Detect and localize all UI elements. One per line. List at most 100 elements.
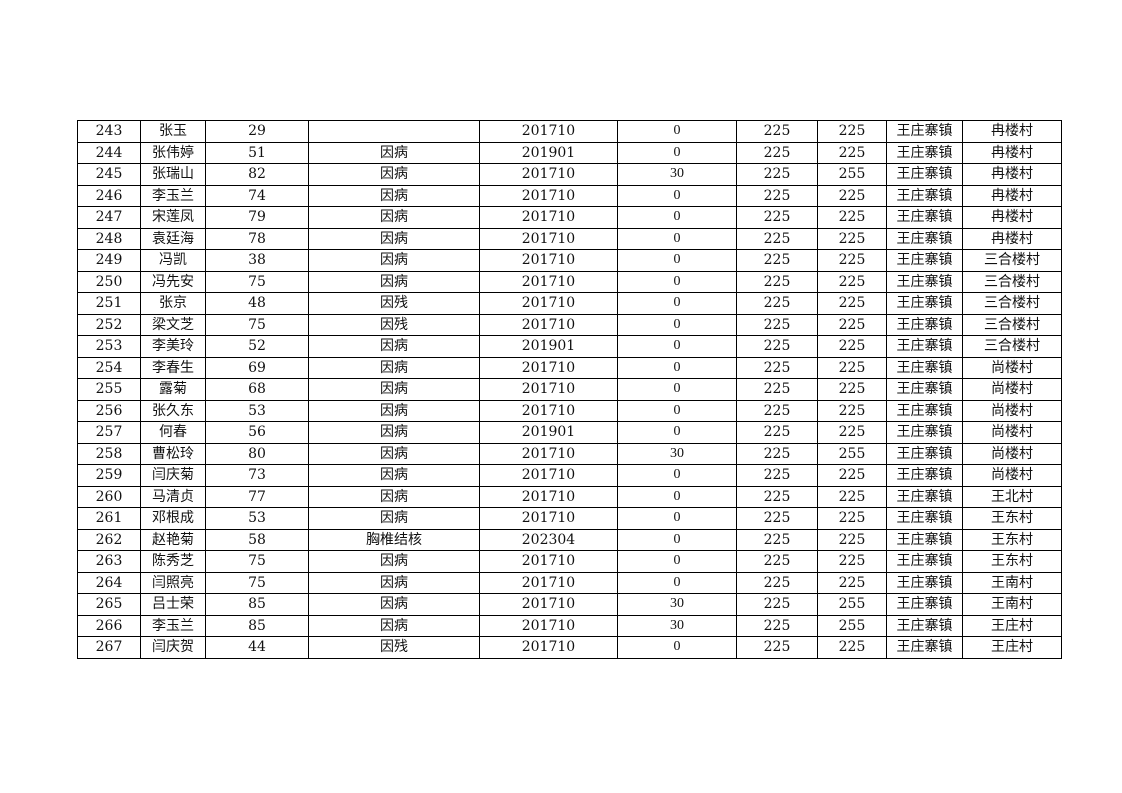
cell-base-amount: 225 [736,507,818,530]
cell-base-amount: 225 [736,163,818,186]
cell-index: 262 [77,528,141,551]
cell-extra: 0 [617,313,737,336]
cell-start-date: 201710 [479,507,618,530]
cell-base-amount: 225 [736,292,818,315]
cell-reason: 因病 [308,614,480,637]
cell-total: 225 [817,550,887,573]
cell-village: 三合楼村 [962,313,1062,336]
cell-age: 48 [205,292,309,315]
cell-start-date: 201710 [479,442,618,465]
cell-start-date: 201710 [479,249,618,272]
cell-extra: 0 [617,571,737,594]
cell-village: 尚楼村 [962,356,1062,379]
cell-index: 256 [77,399,141,422]
cell-base-amount: 225 [736,614,818,637]
cell-start-date: 201901 [479,141,618,164]
cell-town: 王庄寨镇 [886,507,963,530]
cell-start-date: 201710 [479,378,618,401]
cell-index: 257 [77,421,141,444]
cell-age: 38 [205,249,309,272]
cell-age: 53 [205,399,309,422]
cell-reason: 因病 [308,227,480,250]
cell-total: 225 [817,571,887,594]
cell-age: 52 [205,335,309,358]
cell-total: 225 [817,313,887,336]
cell-index: 251 [77,292,141,315]
cell-village: 冉楼村 [962,227,1062,250]
table-row: 250 冯先安 75 因病 201710 0 225 225 王庄寨镇 三合楼村 [77,270,1062,293]
cell-town: 王庄寨镇 [886,571,963,594]
cell-reason: 因病 [308,507,480,530]
cell-name: 闫庆贺 [140,636,206,659]
cell-index: 259 [77,464,141,487]
table-row: 254 李春生 69 因病 201710 0 225 225 王庄寨镇 尚楼村 [77,356,1062,379]
cell-start-date: 201710 [479,550,618,573]
cell-age: 53 [205,507,309,530]
cell-total: 225 [817,485,887,508]
cell-extra: 0 [617,399,737,422]
cell-total: 255 [817,442,887,465]
cell-age: 82 [205,163,309,186]
cell-extra: 30 [617,614,737,637]
cell-age: 79 [205,206,309,229]
cell-reason: 因病 [308,184,480,207]
cell-town: 王庄寨镇 [886,528,963,551]
table-row: 243 张玉 29 201710 0 225 225 王庄寨镇 冉楼村 [77,120,1062,143]
cell-start-date: 201710 [479,485,618,508]
cell-reason: 因病 [308,249,480,272]
cell-base-amount: 225 [736,593,818,616]
cell-village: 尚楼村 [962,421,1062,444]
cell-name: 冯先安 [140,270,206,293]
cell-total: 225 [817,120,887,143]
cell-village: 三合楼村 [962,335,1062,358]
cell-total: 225 [817,270,887,293]
cell-reason: 因残 [308,313,480,336]
cell-base-amount: 225 [736,442,818,465]
cell-start-date: 201710 [479,270,618,293]
cell-age: 73 [205,464,309,487]
table-row: 263 陈秀芝 75 因病 201710 0 225 225 王庄寨镇 王东村 [77,550,1062,573]
cell-total: 225 [817,528,887,551]
table-row: 260 马清贞 77 因病 201710 0 225 225 王庄寨镇 王北村 [77,485,1062,508]
cell-base-amount: 225 [736,141,818,164]
cell-extra: 0 [617,550,737,573]
cell-village: 王庄村 [962,614,1062,637]
cell-start-date: 201710 [479,356,618,379]
cell-base-amount: 225 [736,249,818,272]
table-body: 243 张玉 29 201710 0 225 225 王庄寨镇 冉楼村 244 张伟婷 51 因病 201… [77,120,1062,659]
table-row: 247 宋莲凤 79 因病 201710 0 225 225 王庄寨镇 冉楼村 [77,206,1062,229]
cell-index: 260 [77,485,141,508]
cell-name: 张瑞山 [140,163,206,186]
cell-total: 225 [817,399,887,422]
cell-town: 王庄寨镇 [886,614,963,637]
cell-reason: 因残 [308,292,480,315]
cell-town: 王庄寨镇 [886,550,963,573]
cell-total: 225 [817,335,887,358]
cell-reason: 因病 [308,335,480,358]
cell-extra: 0 [617,270,737,293]
cell-base-amount: 225 [736,184,818,207]
cell-base-amount: 225 [736,399,818,422]
cell-total: 255 [817,593,887,616]
table-row: 261 邓根成 53 因病 201710 0 225 225 王庄寨镇 王东村 [77,507,1062,530]
cell-town: 王庄寨镇 [886,163,963,186]
cell-index: 246 [77,184,141,207]
cell-index: 245 [77,163,141,186]
cell-total: 225 [817,356,887,379]
cell-total: 225 [817,464,887,487]
cell-name: 张久东 [140,399,206,422]
cell-base-amount: 225 [736,120,818,143]
cell-reason [308,120,480,143]
cell-name: 冯凯 [140,249,206,272]
cell-age: 85 [205,614,309,637]
cell-start-date: 201710 [479,163,618,186]
cell-index: 248 [77,227,141,250]
cell-extra: 0 [617,120,737,143]
cell-town: 王庄寨镇 [886,485,963,508]
cell-extra: 0 [617,528,737,551]
cell-town: 王庄寨镇 [886,227,963,250]
cell-name: 曹松玲 [140,442,206,465]
table-row: 249 冯凯 38 因病 201710 0 225 225 王庄寨镇 三合楼村 [77,249,1062,272]
cell-town: 王庄寨镇 [886,141,963,164]
table-row: 255 露菊 68 因病 201710 0 225 225 王庄寨镇 尚楼村 [77,378,1062,401]
